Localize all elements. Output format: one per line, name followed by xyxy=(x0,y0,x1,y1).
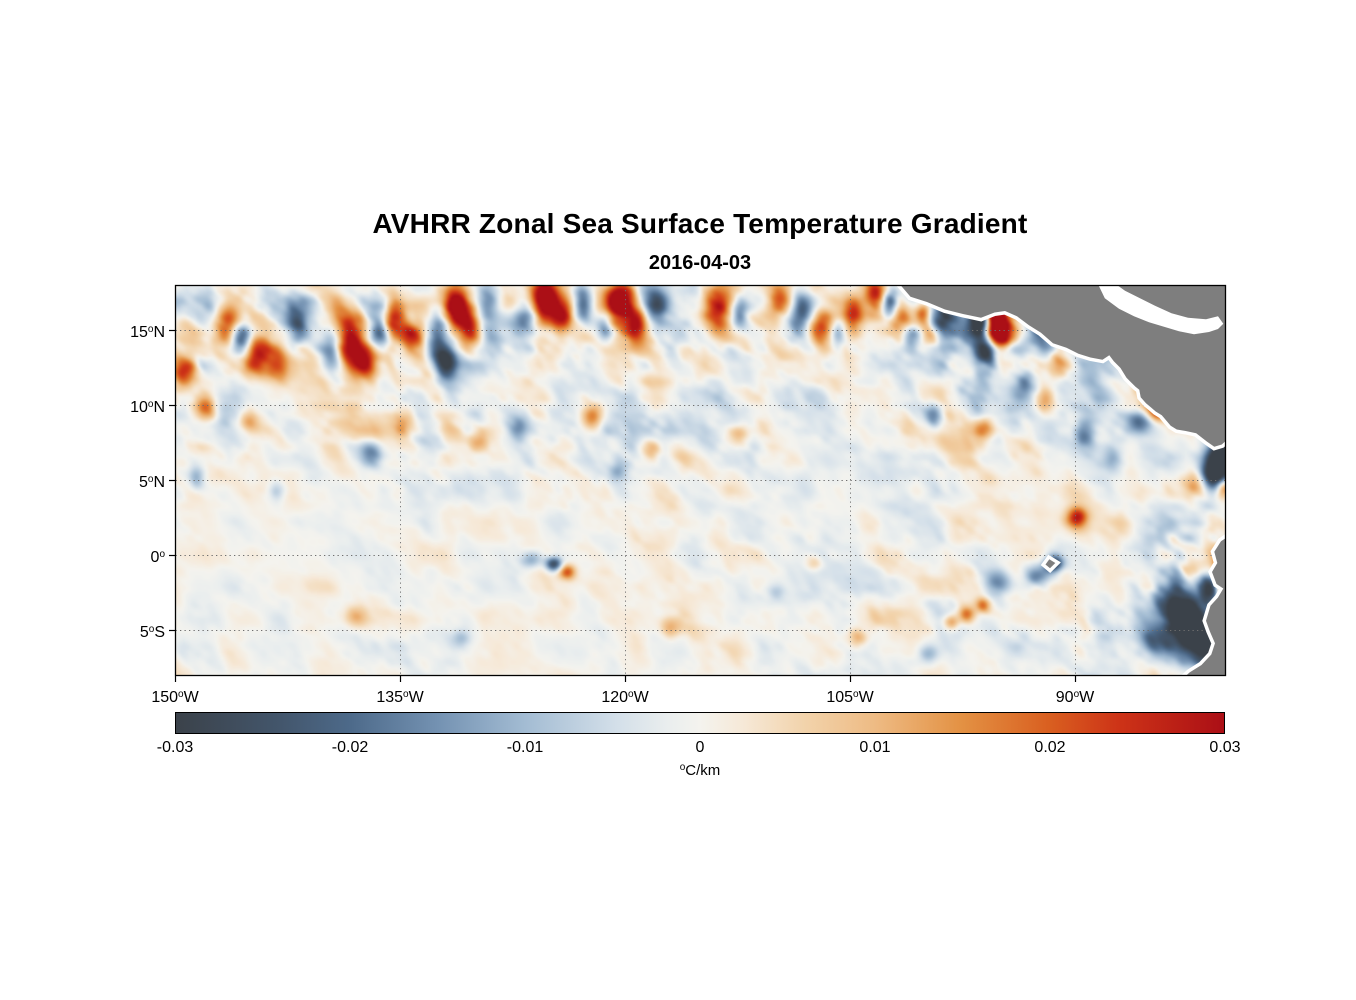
y-tick-label: 0o xyxy=(150,549,165,566)
y-tick-label: 5oN xyxy=(138,474,165,491)
x-tick-label: 120oW xyxy=(601,689,649,706)
chart-title: AVHRR Zonal Sea Surface Temperature Grad… xyxy=(372,208,1028,239)
colorbar-tick-label: 0.02 xyxy=(1034,739,1066,756)
x-tick-label: 135oW xyxy=(376,689,424,706)
colorbar-tick-label: -0.01 xyxy=(506,739,544,756)
colorbar-tick-label: 0.01 xyxy=(859,739,891,756)
x-tick-label: 150oW xyxy=(151,689,199,706)
colorbar-unit-text: C/km xyxy=(685,762,721,779)
y-tick-label: 5oS xyxy=(139,624,165,641)
colorbar xyxy=(175,712,1225,734)
colorbar-unit-label: oC/km xyxy=(175,762,1225,779)
y-tick-label: 10oN xyxy=(130,399,165,416)
degree-superscript: o xyxy=(679,762,686,773)
colorbar-tick-label: -0.02 xyxy=(331,739,369,756)
colorbar-tick-label: 0 xyxy=(695,739,705,756)
colorbar-tick-label: -0.03 xyxy=(156,739,194,756)
chart-date-subtitle: 2016-04-03 xyxy=(648,252,752,274)
heatmap-canvas xyxy=(175,285,1225,675)
y-tick-label: 15oN xyxy=(130,324,165,341)
x-tick-label: 105oW xyxy=(826,689,874,706)
colorbar-tick-label: 0.03 xyxy=(1209,739,1241,756)
x-tick-label: 90oW xyxy=(1055,689,1095,706)
